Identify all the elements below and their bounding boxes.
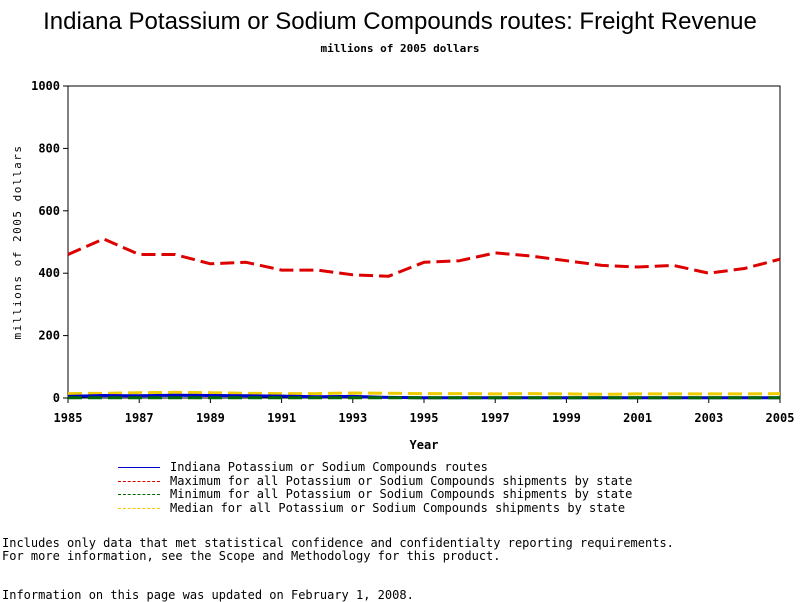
x-tick-label-2: 1989 <box>196 411 225 425</box>
chart-subtitle: millions of 2005 dollars <box>320 42 480 55</box>
legend-item-indiana: Indiana Potassium or Sodium Compounds ro… <box>118 460 632 475</box>
line-chart: 0 200 400 600 800 1000 1985 1987 1989 1991 1993 199… <box>11 79 794 452</box>
legend-swatch-maximum <box>118 480 160 482</box>
plot-area: 0 200 400 600 800 1000 1985 1987 1989 1991 1993 199… <box>31 79 794 425</box>
x-tick-label-3: 1991 <box>267 411 296 425</box>
legend-label-maximum: Maximum for all Potassium or Sodium Comp… <box>170 473 633 488</box>
y-tick-label-5: 1000 <box>31 79 60 93</box>
update-notice: Information on this page was updated on … <box>2 588 414 602</box>
x-tick-label-1: 1987 <box>125 411 154 425</box>
y-axis-label: millions of 2005 dollars <box>11 145 24 340</box>
legend-label-minimum: Minimum for all Potassium or Sodium Comp… <box>170 487 633 501</box>
x-tick-label-5: 1995 <box>410 411 439 425</box>
legend-label-median: Median for all Potassium or Sodium Compo… <box>170 500 626 515</box>
x-tick-label-10: 2005 <box>766 411 795 425</box>
legend-swatch-indiana <box>118 467 160 469</box>
footnote-confidence: Includes only data that met statistical … <box>2 536 674 550</box>
y-tick-label-1: 200 <box>38 329 60 343</box>
y-tick-label-0: 0 <box>53 391 60 405</box>
x-tick-label-4: 1993 <box>338 411 367 425</box>
legend-item-minimum: Minimum for all Potassium or Sodium Comp… <box>118 487 633 502</box>
x-tick-label-6: 1997 <box>481 411 510 425</box>
x-tick-label-7: 1999 <box>552 411 581 425</box>
x-tick-label-8: 2001 <box>623 411 652 425</box>
legend-item-maximum: Maximum for all Potassium or Sodium Comp… <box>118 473 633 489</box>
series-line-maximum <box>67 237 781 278</box>
legend-swatch-minimum <box>118 494 160 496</box>
chart-title: Indiana Potassium or Sodium Compounds ro… <box>43 8 757 35</box>
x-tick-label-9: 2003 <box>694 411 723 425</box>
plot-frame <box>67 85 781 399</box>
y-tick-label-2: 400 <box>38 266 60 280</box>
legend-item-median: Median for all Potassium or Sodium Compo… <box>118 500 632 516</box>
x-tick-label-0: 1985 <box>54 411 83 425</box>
y-tick-label-3: 600 <box>38 204 60 218</box>
x-axis-label: Year <box>410 438 439 452</box>
series-line-median <box>67 390 781 396</box>
legend-swatch-median <box>118 507 160 509</box>
legend-label-indiana: Indiana Potassium or Sodium Compounds ro… <box>170 460 488 474</box>
chart-legend: Indiana Potassium or Sodium Compounds ro… <box>118 460 633 516</box>
y-tick-label-4: 800 <box>38 141 60 155</box>
footnote-methodology: For more information, see the Scope and … <box>2 549 501 563</box>
